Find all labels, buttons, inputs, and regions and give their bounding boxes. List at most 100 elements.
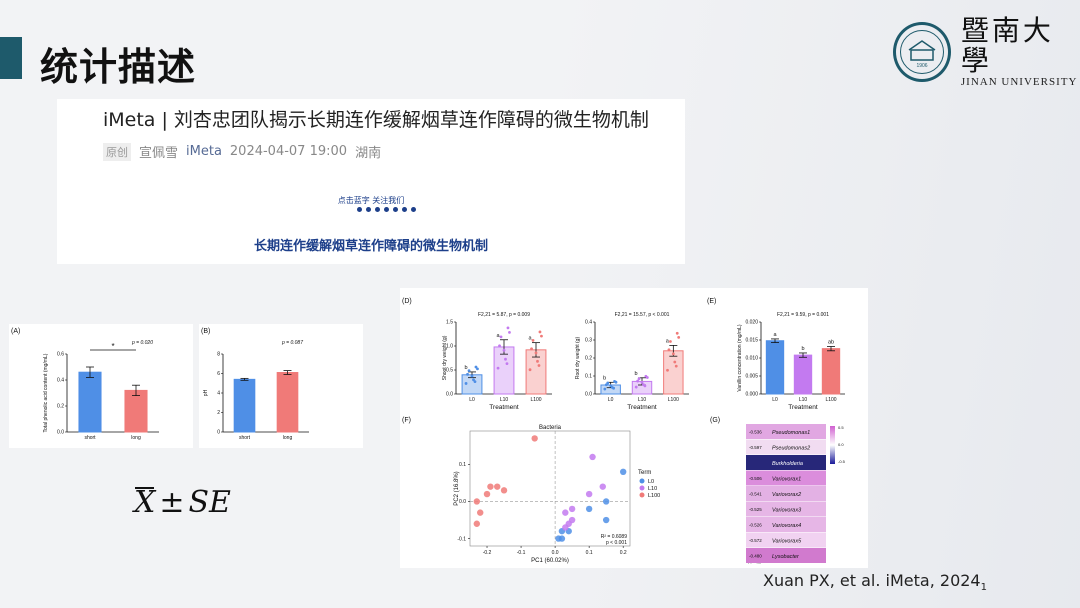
chart-f-pca: (F) Bacteria -0.2 -0.1 0.0 0.1 0.2 -0.1 0.0 0.1 PC… — [402, 417, 660, 564]
data-point — [637, 377, 641, 381]
article-author: 宣佩雪 — [139, 146, 179, 161]
x-tick-label: long — [283, 435, 293, 441]
data-point — [642, 383, 645, 387]
data-point — [534, 351, 538, 355]
color-scale-bar — [830, 426, 835, 464]
bar — [663, 350, 684, 395]
y-tick-label: 0 — [217, 430, 220, 436]
x-tick-label: L100 — [530, 397, 541, 403]
data-point — [470, 374, 474, 378]
x-tick-label: L0 — [469, 397, 475, 403]
panel-label: (E) — [707, 298, 716, 305]
formula-mean: X — [134, 485, 156, 520]
follow-prompt[interactable]: 点击蓝字 关注我们 — [337, 196, 405, 205]
plot-frame — [469, 430, 631, 547]
x-axis-label: Treatment — [489, 404, 519, 411]
figure-panel-b: (B) 0 2 4 6 8 short long pH p = 0.087 — [199, 324, 363, 448]
significance-letter: a — [773, 332, 777, 338]
significance-letter: a — [666, 338, 670, 344]
scatter-point — [619, 468, 627, 476]
y-tick-label: 0.4 — [585, 320, 592, 326]
data-point — [540, 334, 543, 338]
heatmap-cell — [746, 455, 826, 470]
scatter-point — [602, 516, 610, 524]
chart-title: Bacteria — [539, 425, 562, 431]
chart-a: (A) 0.0 0.2 0.4 0.6 short long Total phenolic a… — [11, 328, 159, 441]
significance-letter: b — [464, 365, 467, 371]
x-axis-label: PC1 (60.02%) — [531, 558, 569, 564]
y-tick-label: 0.005 — [745, 374, 758, 380]
heatmap-row-label: Pseudomonas2 — [772, 446, 810, 452]
dot-divider — [357, 207, 416, 212]
y-tick-label: 0.000 — [745, 392, 758, 398]
slide-title: 统计描述 — [40, 45, 197, 89]
chart-g-heatmap: (G) -0.536 Pseudomonas1 -0.597 Pseudomonas2 B… — [710, 417, 846, 564]
x-tick-label: L100 — [668, 397, 679, 403]
scatter-point — [589, 453, 596, 461]
heatmap-cell — [746, 470, 826, 486]
data-point — [499, 335, 503, 339]
data-point — [603, 387, 607, 391]
heatmap-value: -0.506 — [749, 476, 762, 481]
data-point — [644, 374, 648, 378]
university-logo: 1906 暨南大學 JINAN UNIVERSITY — [893, 16, 1080, 88]
scatter-point — [602, 498, 610, 505]
heatmap-row-label: Variovorax5 — [772, 539, 802, 545]
university-seal-icon: 1906 — [893, 22, 951, 82]
y-axis-label: Shoot dry weight (g) — [442, 335, 448, 380]
legend-label: L0 — [648, 479, 654, 485]
y-tick-label: 0.6 — [57, 352, 64, 358]
data-point — [505, 362, 509, 366]
data-point — [669, 340, 672, 343]
stat-annotation: p < 0.001 — [606, 540, 627, 546]
x-tick-label: L10 — [638, 397, 647, 403]
significance-letter: a — [496, 333, 500, 339]
data-point — [506, 326, 510, 330]
chart-e: (E) 0.000 0.005 0.010 0.015 0.020 L0 a L10 b L100 a… — [707, 298, 845, 411]
data-point — [674, 364, 678, 368]
data-point — [667, 348, 671, 352]
x-tick-label: 0.2 — [620, 550, 627, 556]
x-tick-label: L10 — [500, 397, 509, 403]
y-tick-label: 6 — [217, 371, 220, 377]
scatter-point — [562, 509, 569, 516]
heatmap-cell — [746, 486, 826, 501]
x-tick-label: -0.2 — [483, 550, 492, 556]
scatter-point — [585, 490, 593, 498]
heatmap-value: -0.572 — [749, 538, 762, 543]
x-tick-label: L100 — [825, 397, 836, 403]
data-point — [472, 378, 475, 382]
y-tick-label: 1.0 — [446, 344, 453, 350]
data-point — [537, 364, 541, 367]
stat-annotation: R² = 0.6089 — [601, 534, 627, 540]
bar — [765, 340, 785, 395]
scatter-point — [599, 483, 606, 490]
bar — [124, 389, 148, 433]
data-point — [640, 380, 644, 384]
data-point — [498, 344, 501, 348]
formula-pm: ± — [159, 485, 185, 520]
legend-label: L10 — [648, 486, 657, 492]
stat-annotation: F2,21 = 15.57, p < 0.001 — [615, 312, 670, 318]
x-tick-label: long — [131, 435, 141, 441]
chart-b: (B) 0 2 4 6 8 short long pH p = 0.087 — [201, 328, 309, 441]
data-point — [604, 383, 608, 387]
scatter-point — [585, 505, 593, 513]
y-tick-label: 0.020 — [745, 320, 758, 326]
formula-se: SE — [188, 485, 231, 520]
heatmap-row-label: Variovorax2 — [772, 492, 801, 498]
page-number: 1 — [980, 582, 987, 594]
heatmap-value: -0.536 — [749, 430, 762, 435]
data-point — [636, 379, 640, 383]
legend-title: Term — [638, 470, 651, 476]
article-source-link[interactable]: iMeta — [186, 144, 222, 159]
y-tick-label: 0.4 — [57, 378, 64, 384]
y-tick-label: 8 — [217, 352, 220, 358]
data-point — [613, 379, 616, 383]
data-point — [531, 338, 535, 342]
x-axis-label: Treatment — [627, 404, 657, 411]
article-title: iMeta | 刘杏忠团队揭示长期连作缓解烟草连作障碍的微生物机制 — [103, 109, 649, 131]
data-point — [634, 385, 638, 389]
y-tick-label: 0.015 — [745, 338, 758, 344]
data-point — [502, 348, 506, 352]
